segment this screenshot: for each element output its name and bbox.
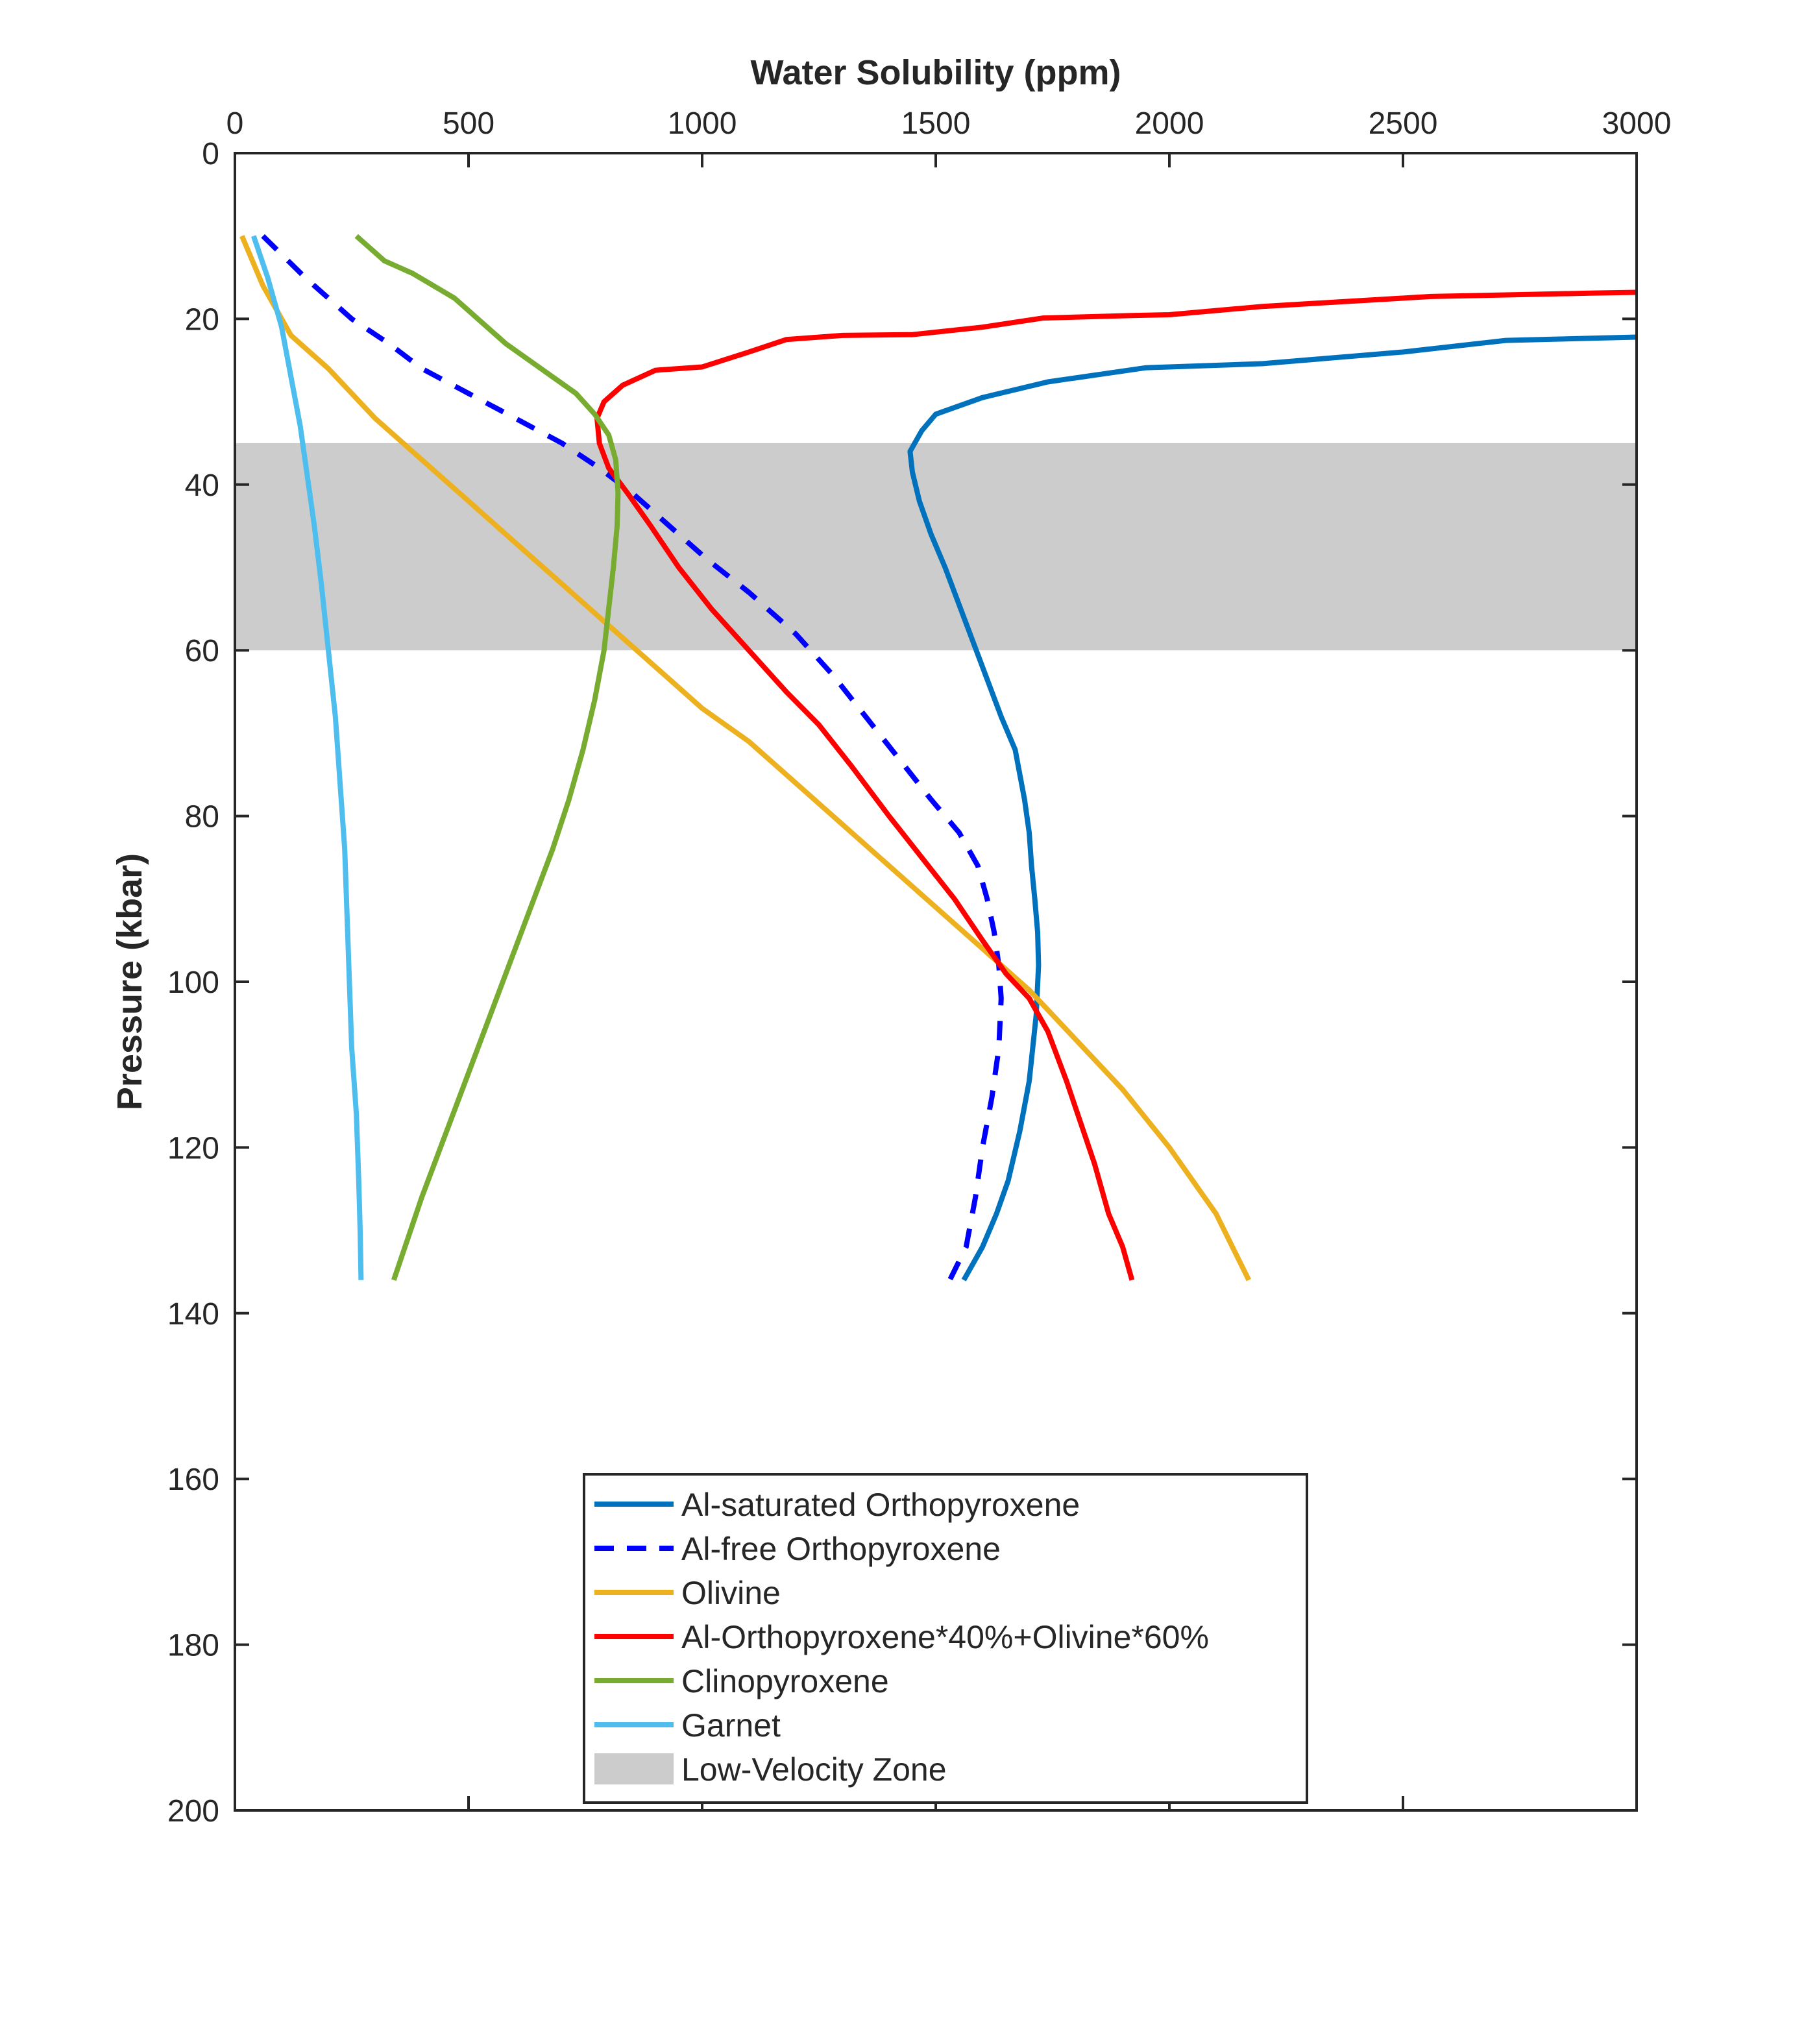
- y-tick-label: 20: [185, 302, 219, 337]
- series-line-4: [354, 234, 621, 1281]
- x-tick-label: 500: [443, 106, 494, 141]
- legend-label: Al-saturated Orthopyroxene: [681, 1487, 1080, 1523]
- legend-box: [583, 1473, 1308, 1804]
- y-tick-label: 120: [167, 1131, 219, 1165]
- y-tick-label: 80: [185, 800, 219, 834]
- y-tick-label: 180: [167, 1629, 219, 1663]
- x-tick-label: 2500: [1369, 106, 1438, 141]
- legend-label: Clinopyroxene: [681, 1663, 889, 1699]
- y-tick-label: 0: [202, 137, 219, 171]
- legend-swatch-patch: [594, 1753, 674, 1784]
- series-line-5: [251, 235, 364, 1280]
- legend-label: Al-free Orthopyroxene: [681, 1531, 1001, 1567]
- x-tick-label: 1500: [901, 106, 971, 141]
- y-tick-label: 140: [167, 1297, 219, 1332]
- y-tick-label: 160: [167, 1463, 219, 1497]
- y-axis-title: Pressure (kbar): [110, 853, 149, 1110]
- y-axis-ticks: 0 20 40 60 80 100 120 140 160 180 200: [167, 137, 1637, 1829]
- y-tick-label: 100: [167, 966, 219, 1000]
- legend-label: Garnet: [681, 1707, 781, 1744]
- x-tick-label: 3000: [1602, 106, 1672, 141]
- series-line-2: [239, 235, 1251, 1282]
- series-line-0: [907, 334, 1637, 1282]
- y-tick-label: 200: [167, 1794, 219, 1829]
- x-tick-label: 2000: [1135, 106, 1204, 141]
- y-tick-label: 40: [185, 468, 219, 503]
- legend: Al-saturated Orthopyroxene Al-free Orthop…: [583, 1473, 1308, 1804]
- x-axis-title: Water Solubility (ppm): [751, 53, 1121, 92]
- legend-label: Al-Orthopyroxene*40%+Olivine*60%: [681, 1619, 1209, 1655]
- series-lines: [239, 234, 1637, 1282]
- legend-label: Olivine: [681, 1575, 781, 1611]
- x-tick-label: 0: [226, 106, 244, 141]
- y-tick-label: 60: [185, 634, 219, 668]
- legend-label: Low-Velocity Zone: [681, 1751, 947, 1788]
- x-tick-label: 1000: [668, 106, 737, 141]
- series-line-3: [594, 289, 1637, 1281]
- series-line-1: [261, 234, 1004, 1282]
- x-axis-ticks: 0 500 1000 1500 2000 2500 3000: [226, 106, 1672, 1810]
